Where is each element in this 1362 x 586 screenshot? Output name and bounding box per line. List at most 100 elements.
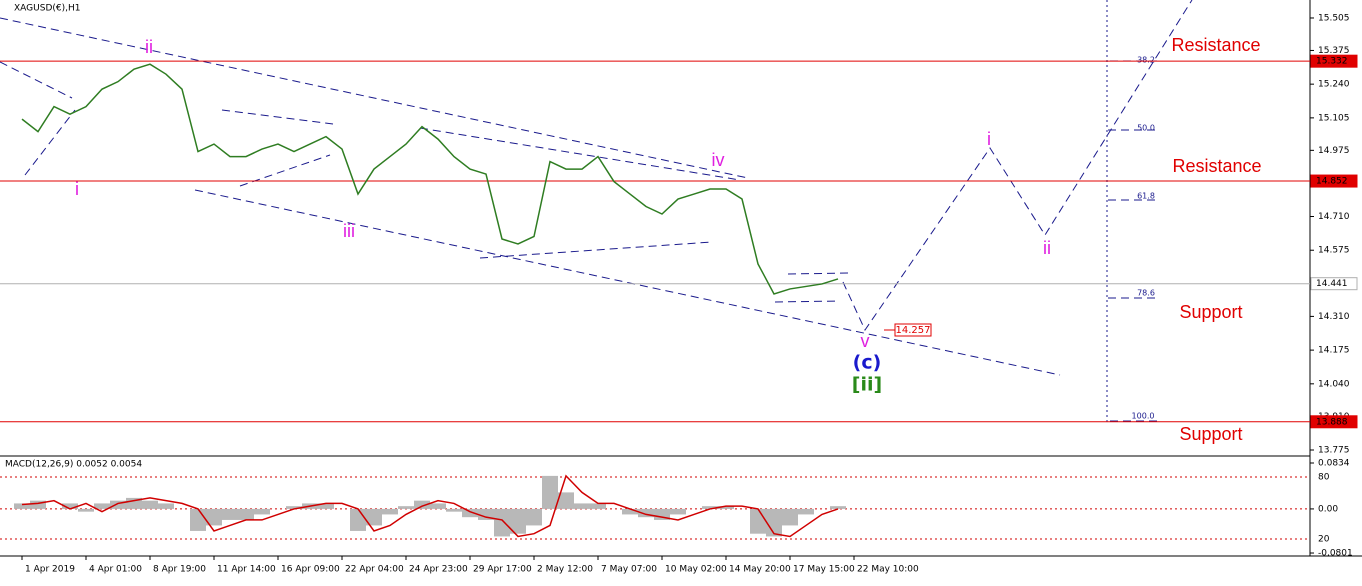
macd-bar [414,500,430,509]
macd-bar [718,506,734,509]
macd-bar [782,508,798,526]
macd-bar [158,503,174,509]
wave-label: i [75,179,79,199]
y-tick-label: 15.240 [1318,80,1350,90]
macd-bar [830,506,846,509]
macd-bar [670,508,686,515]
x-tick-label: 1 Apr 2019 [25,565,75,575]
wave-label: [ii] [852,374,882,396]
annotation: Support [1179,302,1242,322]
x-tick-label: 7 May 07:00 [601,565,657,575]
x-tick-label: 2 May 12:00 [537,565,593,575]
x-tick-label: 17 May 15:00 [793,565,855,575]
macd-bar [382,508,398,515]
macd-bar [222,508,238,520]
fib-label: 38.2 [1137,56,1155,65]
y-tick-label: 15.375 [1318,46,1350,56]
y-tick-label: 0.00 [1318,504,1338,514]
macd-bar [110,500,126,509]
indicator-label: 80 [1318,473,1330,483]
annotation: Resistance [1172,156,1261,176]
macd-bar [126,497,142,509]
level-label: 13.888 [1316,417,1348,427]
macd-bar [94,503,110,509]
level-label-box [1310,174,1358,188]
annotation: Resistance [1171,35,1260,55]
y-tick-label: 14.710 [1318,212,1350,222]
macd-bar [238,508,254,520]
macd-bar [798,508,814,515]
macd-bar [142,500,158,509]
y-tick-label: 0.0834 [1318,459,1350,469]
macd-bar [622,508,638,515]
macd-bar [350,508,366,531]
macd-bar [366,508,382,526]
price-line [21,63,839,295]
x-tick-label: 8 Apr 19:00 [153,565,206,575]
level-label-box [1310,277,1358,291]
y-tick-label: 14.040 [1318,379,1350,389]
wave-label: iii [343,221,355,241]
wave-label: iv [712,150,725,170]
macd-bar [574,503,590,509]
macd-bar [654,508,670,520]
x-tick-label: 24 Apr 23:00 [409,565,468,575]
wave-label: i [987,129,991,149]
macd-bar [638,508,654,518]
macd-bar [494,508,510,537]
chart-title: XAGUSD(€),H1 [14,4,80,14]
y-tick-label: 13.775 [1318,446,1350,456]
macd-bar [510,508,526,534]
macd-bar [702,506,718,509]
macd-bar [286,506,302,509]
y-tick-label: 14.175 [1318,346,1350,356]
x-tick-label: 14 May 20:00 [729,565,791,575]
annotation: Support [1179,424,1242,444]
y-tick-label: 14.975 [1318,146,1350,156]
macd-bar [14,503,30,509]
level-label-box [1310,415,1358,429]
price-box-label: 14.257 [896,325,931,336]
y-tick-label: 14.575 [1318,246,1350,256]
wave-label: ii [145,37,153,57]
wave-label: ii [1043,238,1051,258]
macd-bar [190,508,206,531]
level-label: 14.852 [1316,177,1348,187]
macd-bar [30,500,46,509]
macd-bar [462,508,478,518]
x-tick-label: 22 Apr 04:00 [345,565,404,575]
macd-bar [526,508,542,526]
x-tick-label: 22 May 10:00 [857,565,919,575]
macd-bar [254,508,270,515]
macd-title: MACD(12,26,9) 0.0052 0.0054 [5,460,142,470]
macd-bar [62,503,78,509]
macd-bar [78,508,94,512]
fib-label: 61.8 [1137,192,1155,201]
x-tick-label: 16 Apr 09:00 [281,565,340,575]
fib-label: 50.0 [1137,124,1155,133]
level-label-box [1310,54,1358,68]
x-tick-label: 10 May 02:00 [665,565,727,575]
fib-label: 78.6 [1137,289,1155,298]
macd-bar [398,506,414,509]
macd-bar [766,508,782,537]
level-label: 15.332 [1316,57,1348,67]
y-tick-label: 15.505 [1318,13,1350,23]
macd-bar [478,508,494,520]
macd-bar [558,492,574,509]
macd-bar [590,503,606,509]
macd-bar [542,475,558,509]
macd-bar [446,508,462,512]
x-tick-label: 11 Apr 14:00 [217,565,276,575]
wave-label: v [861,331,870,351]
wave-label: (c) [853,352,882,374]
y-tick-label: -0.0801 [1318,549,1353,559]
macd-bar [318,503,334,509]
y-tick-label: 14.310 [1318,312,1350,322]
x-tick-label: 4 Apr 01:00 [89,565,142,575]
signal-line [21,474,839,538]
macd-bar [430,503,446,509]
price-box [894,323,932,337]
